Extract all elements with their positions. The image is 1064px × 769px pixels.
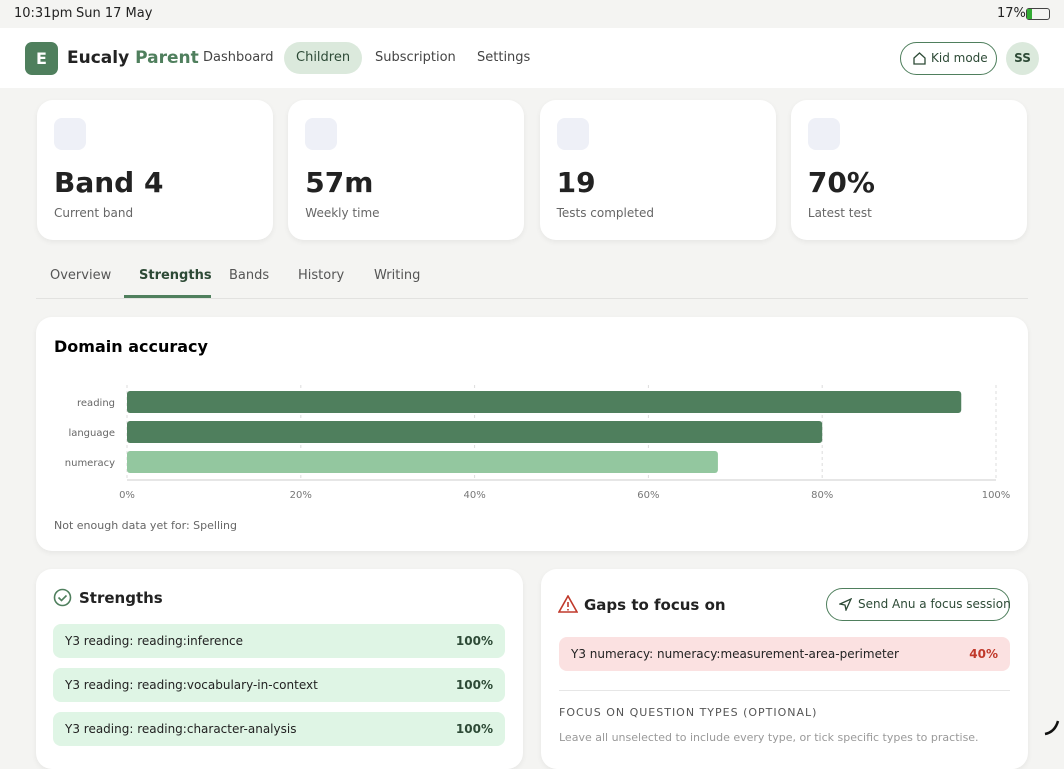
tab[interactable]: Overview	[50, 268, 112, 283]
row-label: Y3 numeracy: numeracy:measurement-area-p…	[571, 647, 899, 661]
x-tick-label: 60%	[637, 490, 659, 501]
stat-card: 70% Latest test	[790, 100, 1027, 240]
stat-icon	[305, 118, 338, 150]
tab-divider	[36, 298, 1028, 299]
chart-note: Not enough data yet for: Spelling	[54, 519, 237, 532]
stat-label: Tests completed	[556, 206, 654, 220]
strengths-title: Strengths	[79, 589, 163, 607]
avatar[interactable]: SS	[1006, 42, 1039, 75]
row-label: Y3 reading: reading:character-analysis	[65, 722, 297, 736]
brand-second: Parent	[135, 48, 199, 68]
nav-item[interactable]: Dashboard	[203, 50, 274, 65]
stat-value: 57m	[305, 166, 374, 199]
stat-label: Weekly time	[305, 206, 380, 220]
brand-first: Eucaly	[67, 48, 130, 68]
stat-value: Band 4	[54, 166, 164, 199]
chart-title: Domain accuracy	[54, 337, 209, 356]
gaps-title: Gaps to focus on	[584, 596, 726, 614]
bar	[127, 421, 823, 443]
home-icon	[913, 52, 926, 65]
row-value: 40%	[969, 647, 998, 661]
x-tick-label: 40%	[463, 490, 485, 501]
row-label: Y3 reading: reading:vocabulary-in-contex…	[65, 678, 318, 692]
stat-value: 70%	[807, 166, 875, 199]
strengths-card: Strengths Y3 reading: reading:inference 1…	[36, 569, 523, 769]
battery: 17%	[997, 6, 1026, 21]
status-date: Sun 17 May	[76, 6, 153, 21]
list-row[interactable]: Y3 reading: reading:inference 100%	[53, 624, 505, 658]
logo[interactable]: E	[25, 42, 58, 75]
stat-card: Band 4 Current band	[37, 100, 273, 240]
row-value: 100%	[455, 634, 493, 648]
nav-item[interactable]: Settings	[477, 50, 531, 65]
warning-icon	[558, 595, 578, 613]
stat-icon	[54, 118, 86, 150]
brand: Eucaly Parent	[67, 48, 199, 68]
status-time: 10:31pm	[14, 6, 73, 21]
nav-item[interactable]: Children	[284, 42, 363, 74]
stat-label: Latest test	[807, 206, 872, 220]
section-label: FOCUS ON QUESTION TYPES (OPTIONAL)	[559, 706, 818, 719]
list-row[interactable]: Y3 reading: reading:character-analysis 10…	[53, 712, 505, 746]
kid-mode-label: Kid mode	[931, 51, 988, 65]
send-session-label: Send Anu a focus session	[858, 597, 1011, 611]
send-icon	[839, 598, 852, 611]
tab[interactable]: History	[298, 268, 345, 283]
chart-card: 0% 20% 40% 60% 80% 100% reading language numerac…	[36, 317, 1028, 551]
pencil-indicator	[1044, 720, 1060, 736]
x-tick-label: 20%	[290, 490, 312, 501]
row-value: 100%	[455, 722, 493, 736]
divider	[559, 690, 1010, 691]
y-tick-label: numeracy	[65, 458, 115, 469]
stat-card: 57m Weekly time	[288, 100, 525, 240]
x-tick-label: 100%	[982, 490, 1011, 501]
stat-icon	[807, 118, 840, 150]
gaps-card: Gaps to focus on Send Anu a focus sessio…	[541, 569, 1028, 769]
stat-icon	[556, 118, 589, 150]
stat-card: 19 Tests completed	[539, 100, 776, 240]
tab[interactable]: Strengths	[139, 268, 212, 283]
list-row[interactable]: Y3 reading: reading:vocabulary-in-contex…	[53, 668, 505, 702]
list-row[interactable]: Y3 numeracy: numeracy:measurement-area-p…	[559, 637, 1010, 671]
check-icon	[53, 588, 72, 607]
kid-mode-button[interactable]: Kid mode	[900, 42, 997, 75]
app: 10:31pm Sun 17 May 17% E Eucaly Parent D…	[0, 6, 1064, 769]
stat-value: 19	[556, 166, 596, 199]
tab[interactable]: Bands	[229, 268, 270, 283]
chart: 0% 20% 40% 60% 80% 100% reading language numerac…	[54, 337, 1011, 532]
bar	[127, 391, 962, 413]
stat-label: Current band	[54, 206, 134, 220]
nav-item[interactable]: Subscription	[375, 50, 456, 65]
x-tick-label: 0%	[119, 490, 135, 501]
tab-underline	[124, 295, 211, 298]
tab[interactable]: Writing	[374, 268, 421, 283]
row-label: Y3 reading: reading:inference	[65, 634, 244, 648]
row-value: 100%	[455, 678, 493, 692]
y-tick-label: reading	[77, 398, 115, 409]
y-tick-label: language	[68, 428, 115, 439]
hint: Leave all unselected to include every ty…	[559, 731, 979, 744]
battery-icon	[1026, 8, 1050, 20]
send-session-button[interactable]: Send Anu a focus session	[826, 588, 1011, 621]
bar	[127, 451, 718, 473]
navbar	[0, 28, 1064, 88]
x-tick-label: 80%	[811, 490, 833, 501]
